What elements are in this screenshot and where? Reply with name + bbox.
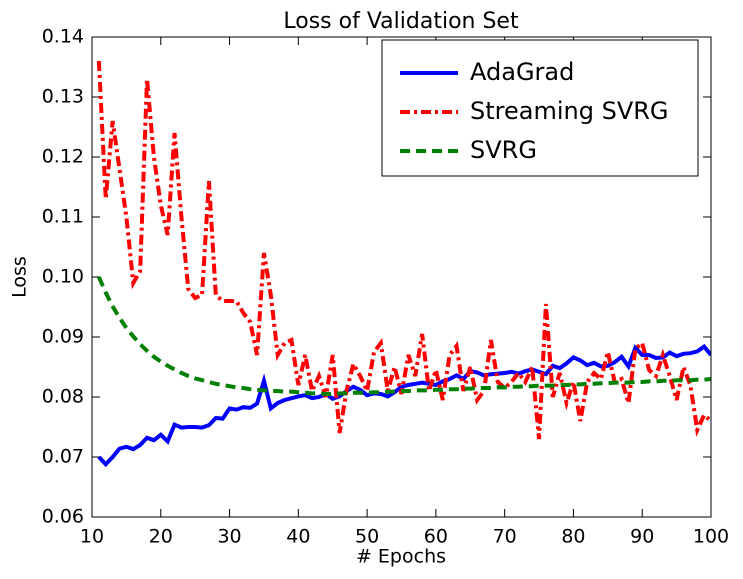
legend-label: AdaGrad (470, 58, 574, 86)
series-line (97, 276, 711, 396)
x-tick-label: 10 (80, 526, 104, 548)
legend-box (381, 39, 699, 177)
x-tick-label: 50 (355, 526, 379, 548)
y-tick-label: 0.11 (42, 206, 84, 228)
y-axis-label: Loss (9, 256, 31, 298)
x-axis-label: # Epochs (356, 546, 446, 568)
y-tick-label: 0.09 (42, 326, 84, 348)
legend-label: Streaming SVRG (470, 97, 669, 125)
y-tick-label: 0.07 (42, 446, 84, 468)
y-tick-label: 0.08 (42, 386, 84, 408)
y-tick-label: 0.13 (42, 86, 84, 108)
x-tick-label: 70 (493, 526, 517, 548)
plot-frame (91, 36, 712, 518)
series-line (97, 343, 711, 468)
y-tick-label: 0.14 (42, 26, 84, 48)
x-tick-label: 40 (286, 526, 310, 548)
x-tick-label: 60 (424, 526, 448, 548)
y-tick-label: 0.12 (42, 146, 84, 168)
x-tick-label: 20 (149, 526, 173, 548)
x-tick-label: 100 (693, 526, 729, 548)
x-tick-label: 80 (561, 526, 585, 548)
x-tick-label: 30 (217, 526, 241, 548)
y-tick-label: 0.10 (42, 266, 84, 288)
x-tick-label: 90 (630, 526, 654, 548)
y-tick-label: 0.06 (42, 506, 84, 528)
legend-label: SVRG (470, 136, 537, 164)
series-line (96, 60, 711, 440)
chart-title: Loss of Validation Set (283, 9, 519, 34)
